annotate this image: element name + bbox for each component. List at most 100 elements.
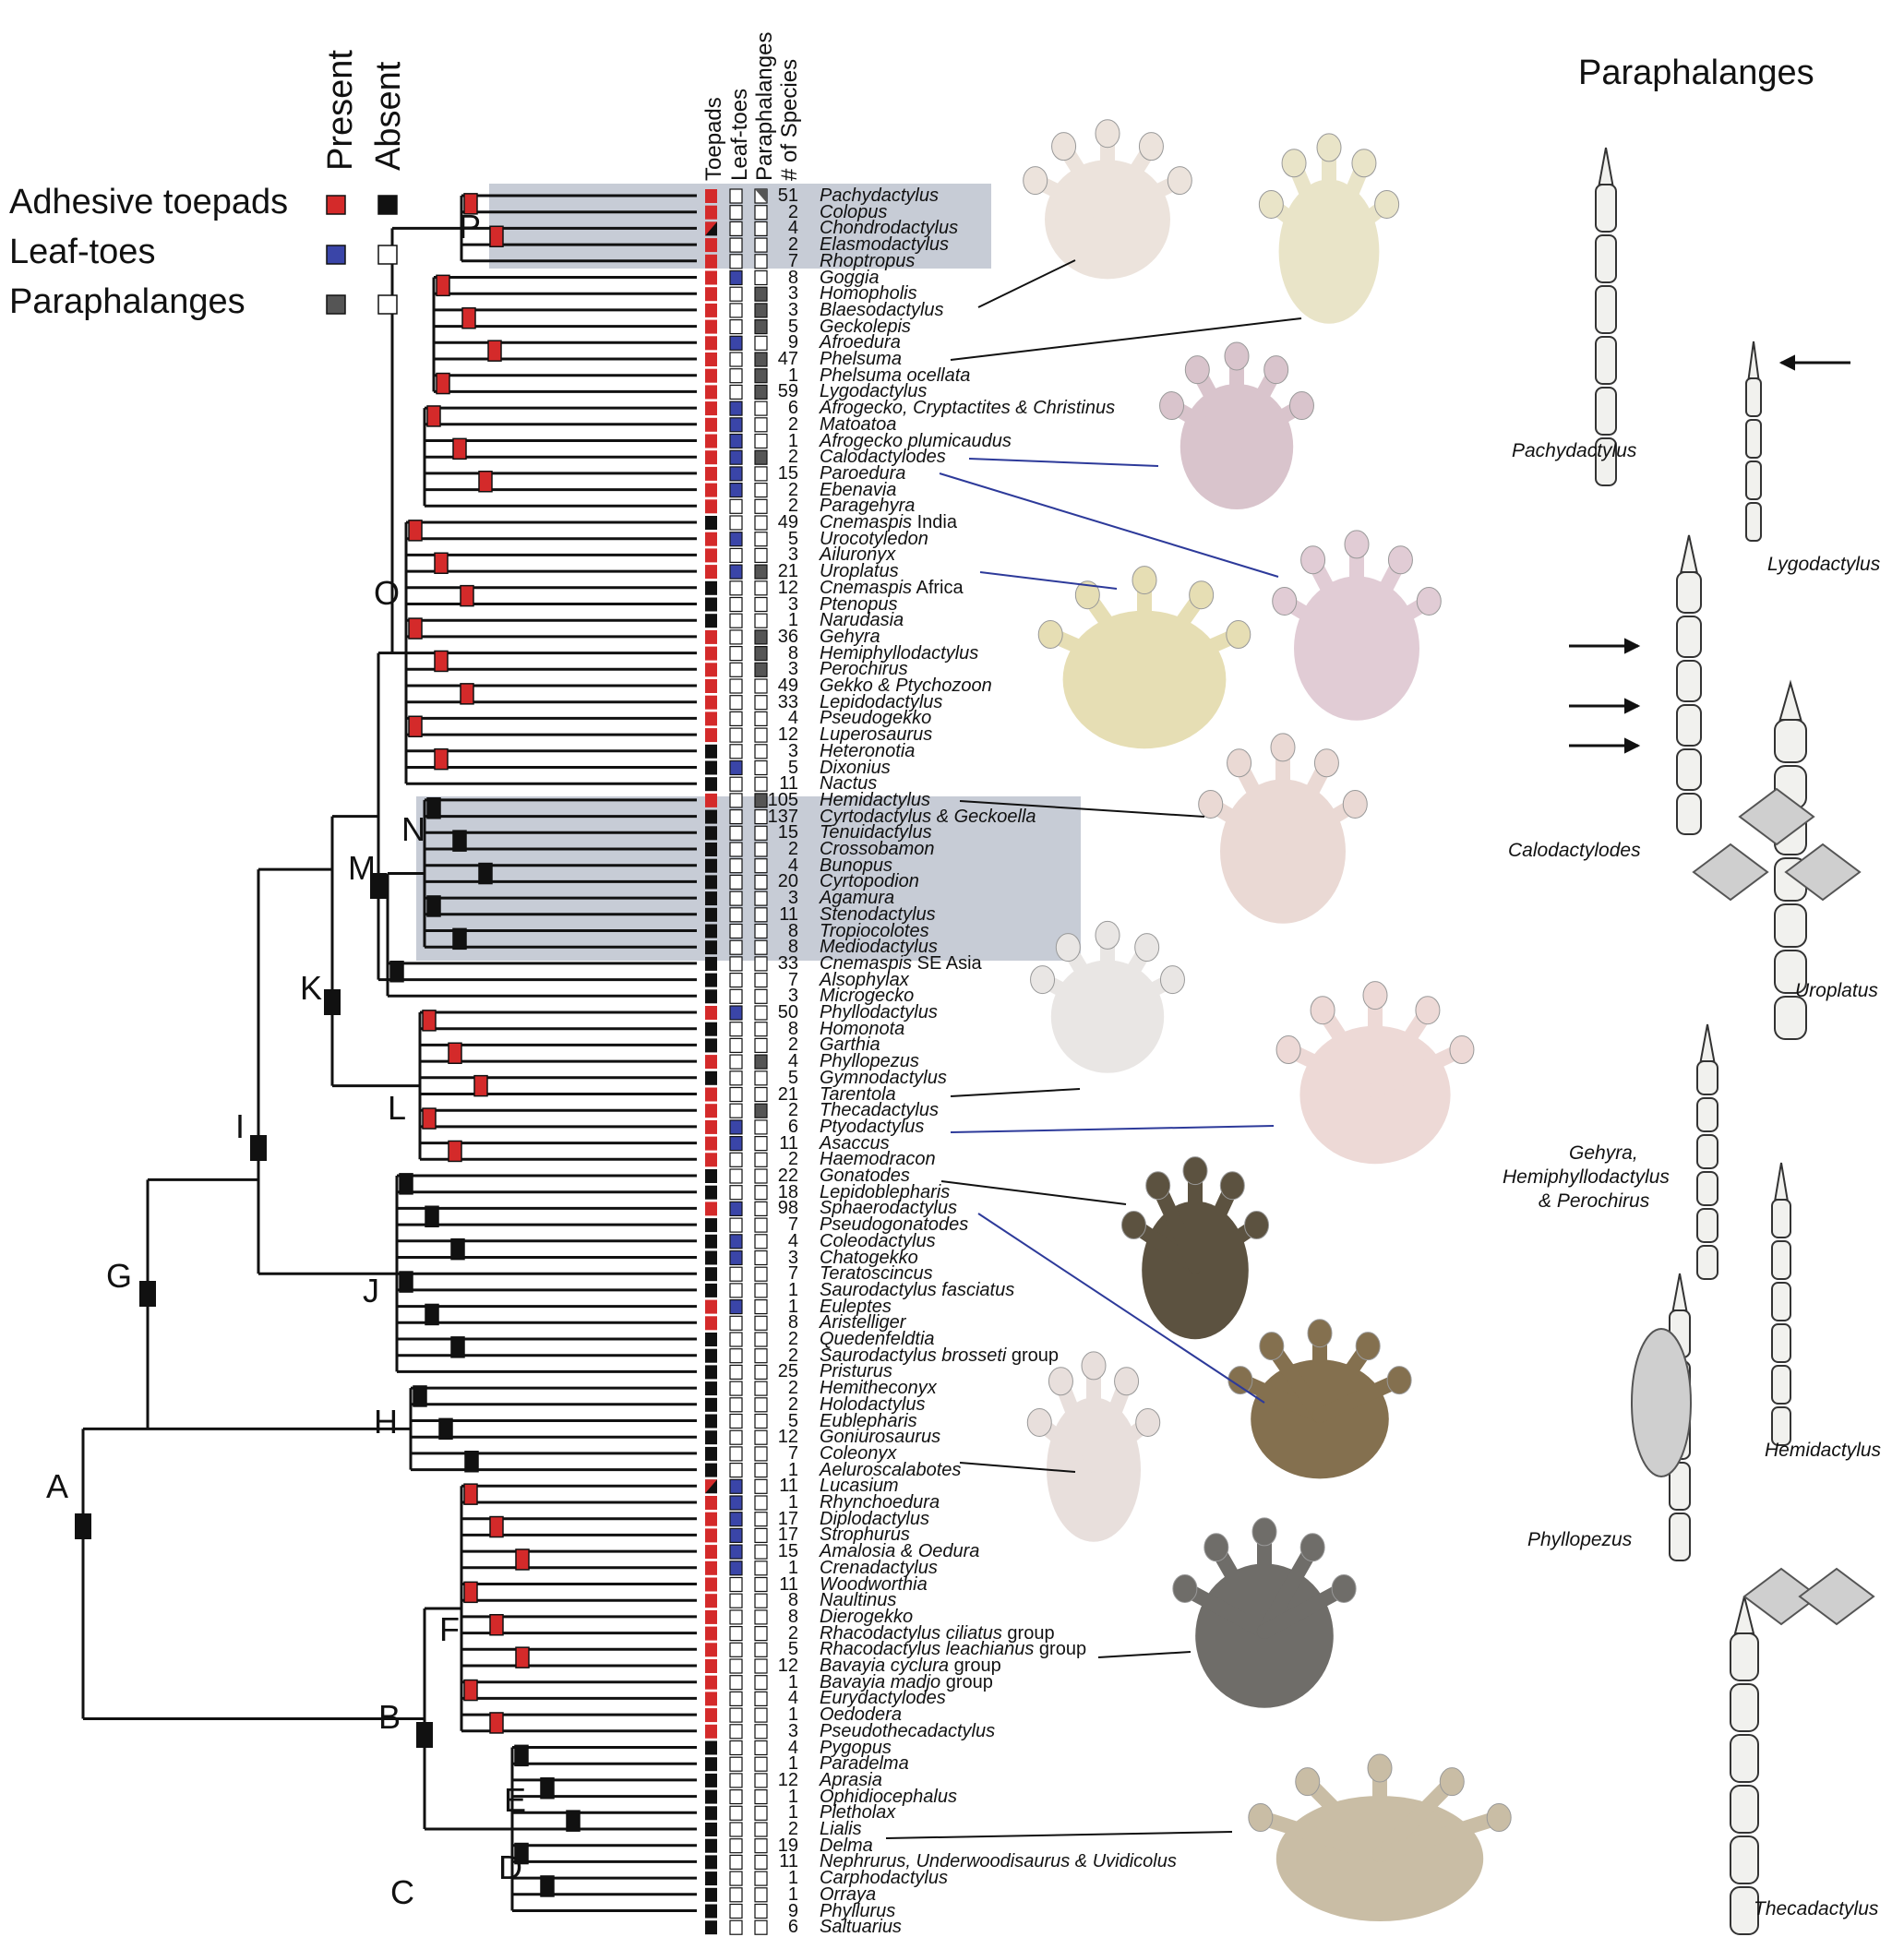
paraphalanx-cell <box>754 1740 768 1756</box>
leaf-toe-cell <box>729 759 743 776</box>
species-count: 3 <box>787 1247 798 1268</box>
species-count: 15 <box>777 822 798 843</box>
column-species-count: # of Species <box>777 58 802 181</box>
toepad-cell <box>705 1153 717 1167</box>
paraphalanx-cell <box>754 1086 768 1103</box>
paraphalanx-cell <box>754 842 768 857</box>
taxon-name: Afroedura <box>820 332 901 353</box>
arrow-head <box>1778 354 1795 371</box>
node-marker <box>460 584 474 607</box>
paraphalanx-cell <box>754 678 768 694</box>
leaf-toe-cell <box>729 1512 743 1527</box>
species-count: 1 <box>787 1786 798 1807</box>
taxon-name: Ailuronyx <box>820 544 896 566</box>
foot-toe <box>1043 627 1152 683</box>
node-label-j: J <box>363 1272 379 1309</box>
phalanx-bone <box>1745 377 1762 417</box>
paraphalanx-cell-partial <box>755 189 767 203</box>
leaf-toe-cell <box>729 449 743 465</box>
toepad-cell <box>705 1038 717 1053</box>
taxon-name: Saurodactylus fasciatus <box>820 1279 1015 1300</box>
species-count: 12 <box>777 577 798 598</box>
taxon-name: Tenuidactylus <box>820 822 932 843</box>
paraphalanx-cell <box>754 1037 768 1054</box>
species-count: 9 <box>787 1900 798 1921</box>
leaf-toe-cell <box>729 1217 743 1233</box>
node-marker <box>426 797 441 819</box>
leaf-toe-cell <box>729 972 743 988</box>
toe-pad <box>1272 586 1298 616</box>
leaf-toe-cell <box>729 384 743 400</box>
toepad-cell <box>705 1594 717 1608</box>
legend-present-swatch <box>326 195 346 215</box>
phalanx-bone <box>1696 1208 1718 1243</box>
species-count: 3 <box>787 986 798 1007</box>
taxon-name: Pseudogonatodes <box>820 1214 969 1236</box>
paraphalanx-cell <box>754 1495 768 1511</box>
node-marker <box>425 1303 439 1326</box>
toepad-cell <box>705 1463 717 1477</box>
photo-connector <box>885 1831 1233 1839</box>
toepad-cell <box>705 597 717 612</box>
toepad-cell <box>705 417 717 432</box>
taxon-name: Dierogekko <box>820 1606 914 1627</box>
species-count: 7 <box>787 1263 798 1285</box>
toepad-cell <box>705 1887 717 1902</box>
toe-pad <box>1362 981 1388 1010</box>
paraphalanx-cell <box>754 1119 768 1135</box>
leaf-toe-cell <box>729 1838 743 1854</box>
paraphalanx-cell <box>754 1560 768 1576</box>
taxon-name: Agamura <box>820 888 895 909</box>
toepad-cell-mixed <box>705 1479 717 1494</box>
species-count: 2 <box>787 1329 798 1349</box>
taxon-name: Lialis <box>820 1819 862 1839</box>
leaf-toe-cell <box>729 1478 743 1494</box>
species-count: 2 <box>787 839 798 859</box>
toepad-cell <box>705 336 717 351</box>
toe-pad <box>1275 1035 1301 1065</box>
toepad-cell <box>705 287 717 302</box>
paraphalanx-cell <box>754 1593 768 1608</box>
paraphalanx-cell <box>754 1152 768 1167</box>
node-marker <box>436 372 450 395</box>
node-marker <box>515 1646 530 1668</box>
leaf-toe-cell <box>729 711 743 727</box>
paraphalanx-cell <box>754 808 768 825</box>
toepad-cell <box>705 940 717 955</box>
paraphalanx-cell <box>754 1512 768 1527</box>
foot-toe <box>1349 593 1437 652</box>
leaf-toe-cell <box>729 1446 743 1462</box>
toepad-cell <box>705 1283 717 1297</box>
phalanx-bone <box>1745 460 1762 500</box>
claw-bone <box>1778 679 1802 721</box>
toepad-cell <box>705 1169 717 1183</box>
node-marker <box>399 1173 413 1195</box>
phalanx-bone <box>1669 1462 1691 1511</box>
paraphalanx-cell <box>754 972 768 988</box>
paraphalanx-cell <box>754 1022 768 1037</box>
toepad-cell <box>705 629 717 644</box>
node-marker <box>434 747 449 771</box>
node-label-k: K <box>300 969 323 1007</box>
paraphalanx-cell <box>754 1838 768 1854</box>
species-count: 51 <box>777 185 798 206</box>
paraphalanx-cell <box>754 744 768 759</box>
photo-connector <box>940 1180 1127 1205</box>
toe-pad <box>1288 391 1314 421</box>
node-label-b: B <box>378 1698 401 1736</box>
paraphalanx-cell <box>754 237 768 253</box>
toe-pad <box>1167 166 1192 196</box>
leaf-toe-cell <box>729 695 743 711</box>
toepad-cell <box>705 1675 717 1690</box>
species-count: 6 <box>787 398 798 419</box>
toepad-cell <box>705 270 717 285</box>
toe-pad <box>1351 149 1377 178</box>
leaf-toe-cell <box>729 1495 743 1511</box>
toepad-cell <box>705 1414 717 1429</box>
paraphalanx-cell <box>754 1054 768 1070</box>
taxon-name: Mediodactylus <box>820 937 938 958</box>
taxon-name: Saurodactylus brosseti group <box>820 1345 1060 1366</box>
gecko-foot-photo <box>1172 1517 1357 1708</box>
taxon-name: Gymnodactylus <box>820 1067 947 1088</box>
paraphalanx-cell <box>754 858 768 874</box>
